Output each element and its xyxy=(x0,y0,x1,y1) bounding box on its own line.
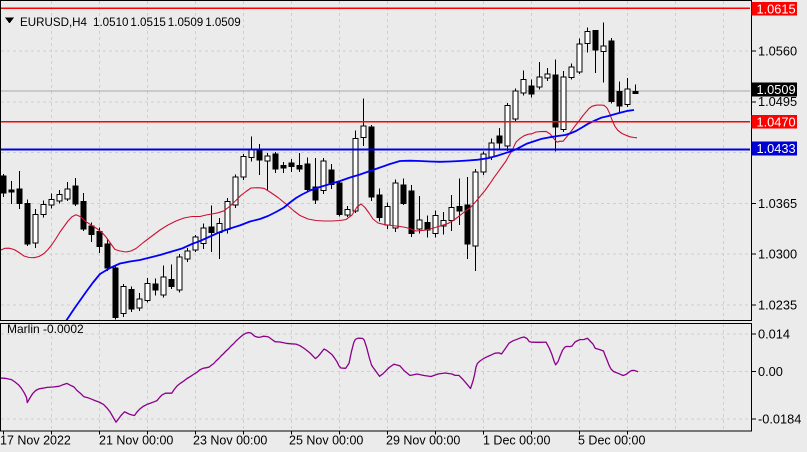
svg-text:1.0433: 1.0433 xyxy=(757,141,796,156)
svg-text:Marlin -0.0002: Marlin -0.0002 xyxy=(7,322,84,336)
svg-text:1.0235: 1.0235 xyxy=(758,297,797,312)
svg-text:21 Nov 00:00: 21 Nov 00:00 xyxy=(99,434,173,448)
svg-text:1.0560: 1.0560 xyxy=(758,43,797,58)
svg-text:17 Nov 2022: 17 Nov 2022 xyxy=(0,434,71,448)
svg-text:23 Nov 00:00: 23 Nov 00:00 xyxy=(193,434,267,448)
svg-text:1.0495: 1.0495 xyxy=(758,94,797,109)
svg-text:1.0509: 1.0509 xyxy=(205,16,240,29)
svg-text:1.0300: 1.0300 xyxy=(758,246,797,261)
svg-text:EURUSD,H4: EURUSD,H4 xyxy=(20,16,88,29)
svg-text:5 Dec 00:00: 5 Dec 00:00 xyxy=(578,434,645,448)
svg-text:1.0510: 1.0510 xyxy=(93,16,128,29)
svg-text:1.0509: 1.0509 xyxy=(757,82,796,97)
svg-text:29 Nov 00:00: 29 Nov 00:00 xyxy=(386,434,460,448)
svg-text:1.0615: 1.0615 xyxy=(757,1,796,16)
svg-text:1.0515: 1.0515 xyxy=(130,16,165,29)
svg-text:1.0470: 1.0470 xyxy=(757,114,796,129)
svg-text:-0.0184: -0.0184 xyxy=(758,411,801,426)
svg-text:1 Dec 00:00: 1 Dec 00:00 xyxy=(483,434,550,448)
svg-text:1.0509: 1.0509 xyxy=(168,16,203,29)
svg-text:1.0365: 1.0365 xyxy=(758,196,797,211)
svg-text:25 Nov 00:00: 25 Nov 00:00 xyxy=(289,434,363,448)
svg-text:0.00: 0.00 xyxy=(758,364,783,379)
svg-text:0.014: 0.014 xyxy=(758,326,790,341)
